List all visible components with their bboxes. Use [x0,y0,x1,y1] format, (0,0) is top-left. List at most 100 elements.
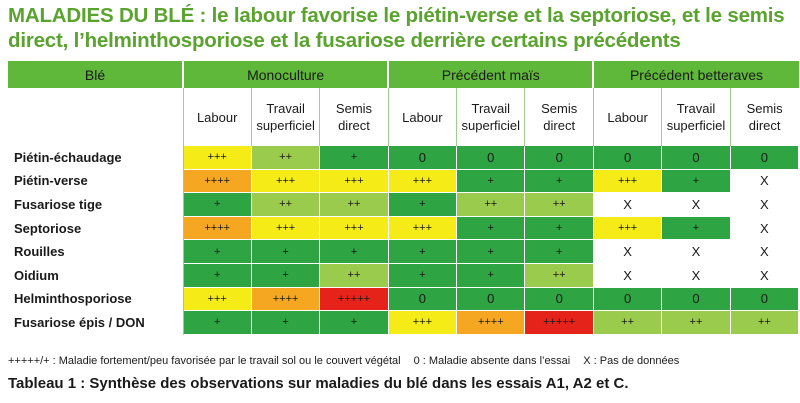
table-row: Fusariose épis / DON + + + +++ ++++ +++++ ++ ++ +… [8,310,800,335]
table-row: Rouilles + + + + + + X X X [8,239,800,264]
table-cell: X [730,216,800,241]
table-cell: + [661,169,731,194]
table-cell: ++ [251,192,321,217]
table-cell: 0 [456,146,526,170]
table-cell: 0 [388,146,458,170]
table-cell: ++++ [183,169,252,194]
table-cell: +++ [319,216,389,241]
table-row: Fusariose tige + ++ ++ + ++ ++ X X X [8,192,800,217]
table-cell: + [319,146,389,170]
table-cell: +++ [251,169,321,194]
legend-plus: +++++/+ : Maladie fortement/peu favorisé… [8,355,401,367]
row-label: Fusariose épis / DON [8,310,184,335]
row-label: Rouilles [8,239,184,264]
table-cell: +++ [388,169,458,194]
table-cell: + [388,263,458,288]
table-cell: + [388,192,458,217]
table-cell: +++++ [319,287,389,312]
header-precedent-mais: Précédent maïs [388,61,595,88]
table-cell: +++ [593,216,663,241]
table-cell: ++ [319,192,389,217]
table-cell: + [251,310,321,335]
table-caption: Tableau 1 : Synthèse des observations su… [8,375,629,392]
table-cell: + [524,216,594,241]
table-body: Piétin-échaudage +++ ++ +0 0 0 0 0 0 Piétin-verse… [8,146,800,335]
table-cell: 0 [593,146,663,170]
table-cell: +++ [388,310,458,335]
table-cell: +++ [251,216,321,241]
table-cell: X [661,239,731,264]
table-cell: 0 [730,287,800,312]
subheader-travail-superficiel: Travail superficiel [456,88,526,146]
table-cell: ++ [319,263,389,288]
table-cell: + [456,216,526,241]
subheader-semis-direct: Semis direct [319,88,389,146]
table-cell: + [661,216,731,241]
table-cell: +++ [319,169,389,194]
table-cell: + [183,263,252,288]
table-cell: 0 [456,287,526,312]
table-cell: ++ [593,310,663,335]
subheader-labour: Labour [388,88,458,146]
table-header-row: Blé Monoculture Précédent maïs Précédent… [8,61,799,88]
subheader-semis-direct: Semis direct [524,88,594,146]
table-cell: X [730,263,800,288]
table-cell: ++ [524,263,594,288]
table-cell: ++++ [456,310,526,335]
table-cell: X [730,239,800,264]
table-cell: +++ [183,287,252,312]
table-cell: ++++ [251,287,321,312]
table-cell: + [456,239,526,264]
table-cell: 0 [524,287,594,312]
table-cell: +++ [593,169,663,194]
table-cell: + [183,239,252,264]
table-cell: X [593,192,663,217]
table-cell: + [183,192,252,217]
table-cell: 0 [661,287,731,312]
subheader-empty [8,88,184,146]
subheader-travail-superficiel: Travail superficiel [251,88,321,146]
legend-x: X : Pas de données [583,355,680,367]
subheader-semis-direct: Semis direct [746,101,783,133]
row-label: Fusariose tige [8,192,184,217]
table-cell: + [388,239,458,264]
table-cell: +++++ [524,310,594,335]
table-cell: ++ [524,192,594,217]
table-cell: X [661,192,731,217]
table-cell: ++ [456,192,526,217]
table-cell: ++ [730,310,800,335]
table-cell: +++ [388,216,458,241]
header-precedent-betteraves: Précédent betteraves [593,61,799,88]
table-cell: + [524,169,594,194]
table-cell: ++ [661,310,731,335]
table-row: Oidium + + ++ + + ++ X X X [8,263,800,288]
table-cell: X [593,263,663,288]
table-cell: ++++ [183,216,252,241]
table-row: Septoriose ++++ +++ +++ +++ + + +++ + X [8,216,800,241]
table-cell: + [183,310,252,335]
table-cell: 0 [593,287,663,312]
table-cell: X [593,239,663,264]
table-subheader-row: Labour Travail superficiel Semis direct … [8,88,799,146]
table-row: Piétin-échaudage +++ ++ +0 0 0 0 0 0 [8,146,800,170]
table-cell: +++ [183,146,252,170]
row-label: Piétin-échaudage [8,146,184,170]
legend-zero: 0 : Maladie absente dans l’essai [413,355,571,367]
table-row: Helminthosporiose +++ ++++ +++++ 0 0 0 0 0 0 [8,287,800,312]
table-cell: + [524,239,594,264]
page-title: MALADIES DU BLÉ : le labour favorise le … [8,4,785,52]
table-cell: + [456,169,526,194]
table-cell: + [319,239,389,264]
subheader-labour: Labour [183,88,252,146]
table-cell: + [456,263,526,288]
table-cell: + [319,310,389,335]
row-label: Helminthosporiose [8,287,184,311]
table-cell: X [730,169,800,194]
table-row: Piétin-verse ++++ +++ +++ +++ + + +++ + X [8,169,800,194]
table-cell: 0 [524,146,594,170]
legend: +++++/+ : Maladie fortement/peu favorisé… [8,355,689,367]
table-cell: X [730,192,800,217]
table-cell: 0 [730,146,800,170]
table-cell: 0 [388,287,458,312]
table-cell: X [661,263,731,288]
